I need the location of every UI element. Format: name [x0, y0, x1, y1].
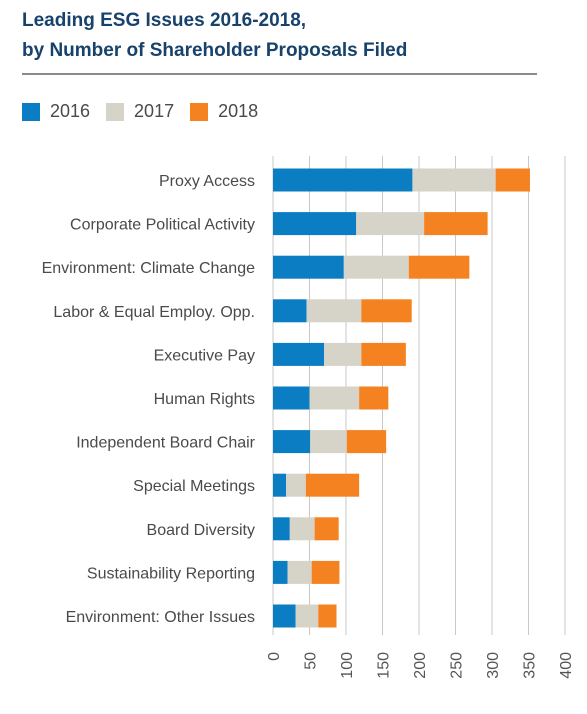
- bar-layer: [273, 168, 530, 628]
- category-label-2: Environment: Climate Change: [42, 260, 256, 277]
- legend-swatch-2016: [22, 102, 40, 121]
- x-tick-label-400: 400: [558, 652, 575, 679]
- chart-title-line-2: by Number of Shareholder Proposals Filed: [22, 40, 408, 61]
- x-tick-label-200: 200: [412, 652, 429, 679]
- chart-title: Leading ESG Issues 2016-2018, by Number …: [22, 6, 407, 66]
- bar-2016-1: [273, 212, 357, 236]
- category-label-3: Labor & Equal Employ. Opp.: [53, 304, 255, 321]
- bar-2016-6: [273, 430, 311, 454]
- bar-2018-9: [311, 560, 340, 584]
- bar-2016-7: [273, 473, 287, 497]
- bar-2016-9: [273, 560, 288, 584]
- bar-2018-2: [408, 255, 470, 279]
- category-label-8: Board Diversity: [147, 522, 255, 539]
- category-label-9: Sustainability Reporting: [87, 565, 255, 582]
- bar-2018-8: [314, 517, 339, 541]
- legend: 2016 2017 2018: [22, 101, 274, 122]
- x-tick-label-350: 350: [522, 652, 539, 679]
- x-tick-label-100: 100: [339, 652, 356, 679]
- legend-item-2016: 2016: [22, 101, 90, 122]
- bar-2018-4: [361, 342, 406, 366]
- bar-2017-7: [286, 473, 306, 497]
- category-label-6: Independent Board Chair: [76, 435, 255, 452]
- bar-2018-6: [346, 430, 387, 454]
- category-label-1: Corporate Political Activity: [70, 217, 255, 234]
- bar-2018-3: [361, 299, 412, 323]
- legend-swatch-2018: [190, 102, 209, 121]
- bar-2017-9: [287, 560, 312, 584]
- x-tick-label-50: 50: [303, 652, 320, 670]
- legend-label-2017: 2017: [134, 101, 175, 121]
- legend-item-2018: 2018: [190, 101, 258, 122]
- bar-2017-5: [309, 386, 360, 410]
- bar-2018-5: [359, 386, 389, 410]
- x-tick-label-150: 150: [376, 652, 393, 679]
- x-tick-label-300: 300: [485, 652, 502, 679]
- bar-2016-2: [273, 255, 344, 279]
- category-label-5: Human Rights: [154, 391, 255, 408]
- bar-2016-4: [273, 342, 325, 366]
- bar-2016-8: [273, 517, 290, 541]
- legend-label-2018: 2018: [218, 101, 259, 121]
- category-label-7: Special Meetings: [133, 478, 255, 495]
- bar-2016-0: [273, 168, 413, 192]
- bar-2016-3: [273, 299, 307, 323]
- bar-2016-5: [273, 386, 310, 410]
- title-divider: [22, 73, 537, 75]
- bar-2016-10: [273, 604, 296, 628]
- bar-2017-8: [289, 517, 315, 541]
- bar-2018-1: [424, 212, 488, 236]
- legend-label-2016: 2016: [50, 101, 91, 121]
- category-label-10: Environment: Other Issues: [66, 609, 255, 626]
- bar-2017-4: [324, 342, 362, 366]
- bar-2017-0: [412, 168, 496, 192]
- x-tick-label-250: 250: [449, 652, 466, 679]
- legend-swatch-2017: [106, 102, 125, 121]
- bar-2017-6: [310, 430, 347, 454]
- bar-2018-0: [495, 168, 530, 192]
- bar-2017-10: [295, 604, 319, 628]
- chart-title-line-1: Leading ESG Issues 2016-2018,: [22, 10, 307, 31]
- bar-2017-1: [356, 212, 425, 236]
- legend-item-2017: 2017: [106, 101, 174, 122]
- x-tick-label-0: 0: [266, 652, 283, 661]
- grid-layer: [272, 156, 566, 635]
- category-label-4: Executive Pay: [154, 347, 255, 364]
- bar-2018-7: [305, 473, 360, 497]
- bar-2018-10: [318, 604, 337, 628]
- bar-2017-2: [343, 255, 409, 279]
- label-layer: 0 50 100 150 200 250 300 350 400 Proxy Access Corp…: [42, 173, 575, 679]
- category-label-0: Proxy Access: [159, 173, 255, 190]
- bar-2017-3: [306, 299, 362, 323]
